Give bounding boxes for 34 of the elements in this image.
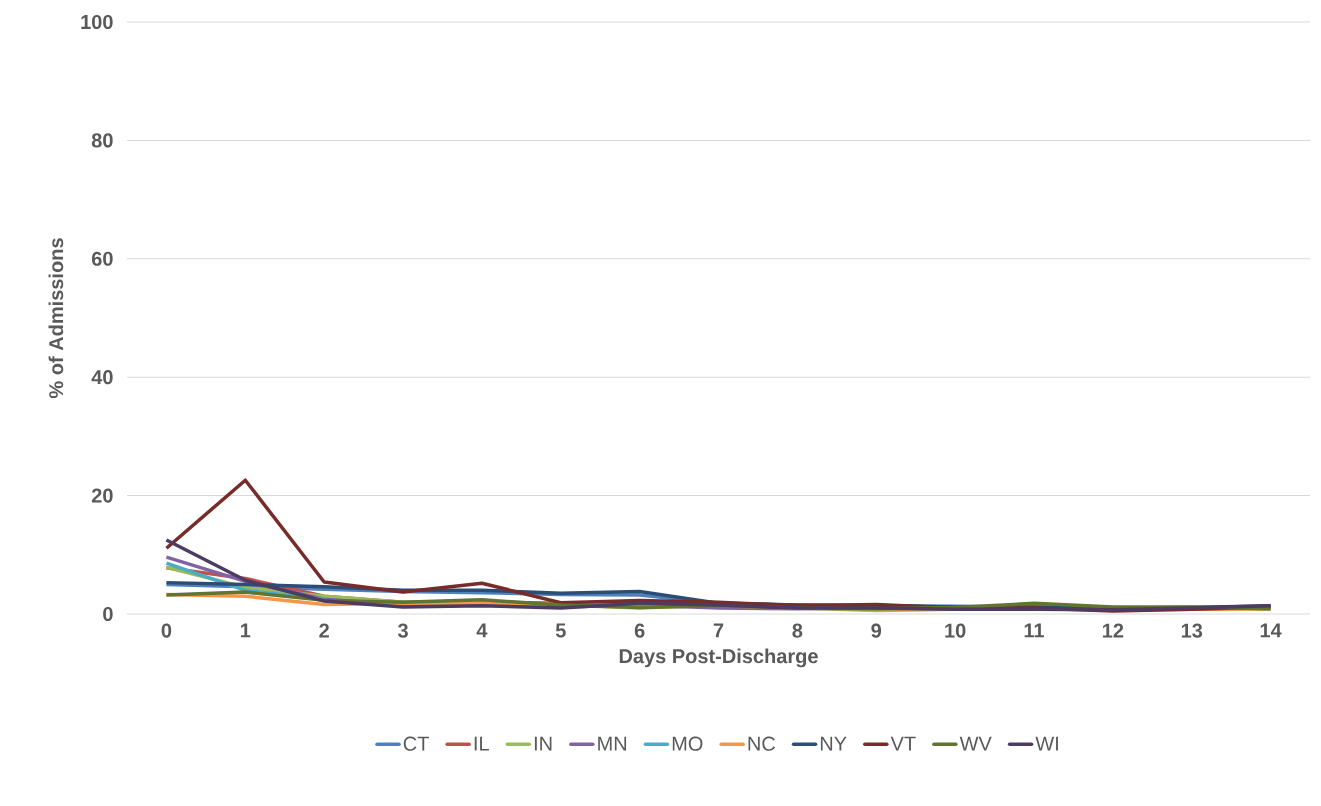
x-tick-label: 10 [945,623,966,638]
x-tick-label: 0 [161,623,172,638]
x-tick-label: 2 [319,623,329,638]
y-tick-label: 60 [91,251,113,266]
y-tick-label: 80 [91,133,113,148]
legend-label: WI [1035,736,1058,751]
x-axis-title: Days Post-Discharge [619,648,818,668]
line-series [164,538,1273,612]
x-tick-label: 9 [871,623,882,638]
legend-label: MO [672,736,703,751]
legend-label: IL [474,736,489,751]
x-tick-label: 7 [713,623,724,638]
y-tick-label: 20 [91,488,113,503]
legend-label: IN [534,736,552,751]
x-tick-label: 4 [476,623,488,638]
x-tick-label: 3 [397,623,408,638]
x-tick-label: 11 [1024,623,1044,638]
x-tick-label: 12 [1102,623,1124,638]
legend-label: CT [403,736,429,751]
x-tick-label: 13 [1181,623,1203,638]
legend-label: WV [959,736,992,751]
y-tick-label: 40 [91,370,113,385]
legend-label: MN [598,736,627,751]
x-tick-label: 14 [1260,623,1282,638]
y-axis-title: % of Admissions [48,238,64,399]
x-tick-label: 5 [555,623,566,638]
x-tick-label: 6 [634,623,645,638]
legend-label: NC [748,736,776,751]
y-tick-label: 0 [103,606,113,622]
legend-label: NY [820,736,847,751]
y-tick-label: 100 [81,14,113,30]
x-tick-label: 1 [241,623,251,638]
legend-label: VT [890,736,916,751]
x-tick-label: 8 [792,623,803,638]
